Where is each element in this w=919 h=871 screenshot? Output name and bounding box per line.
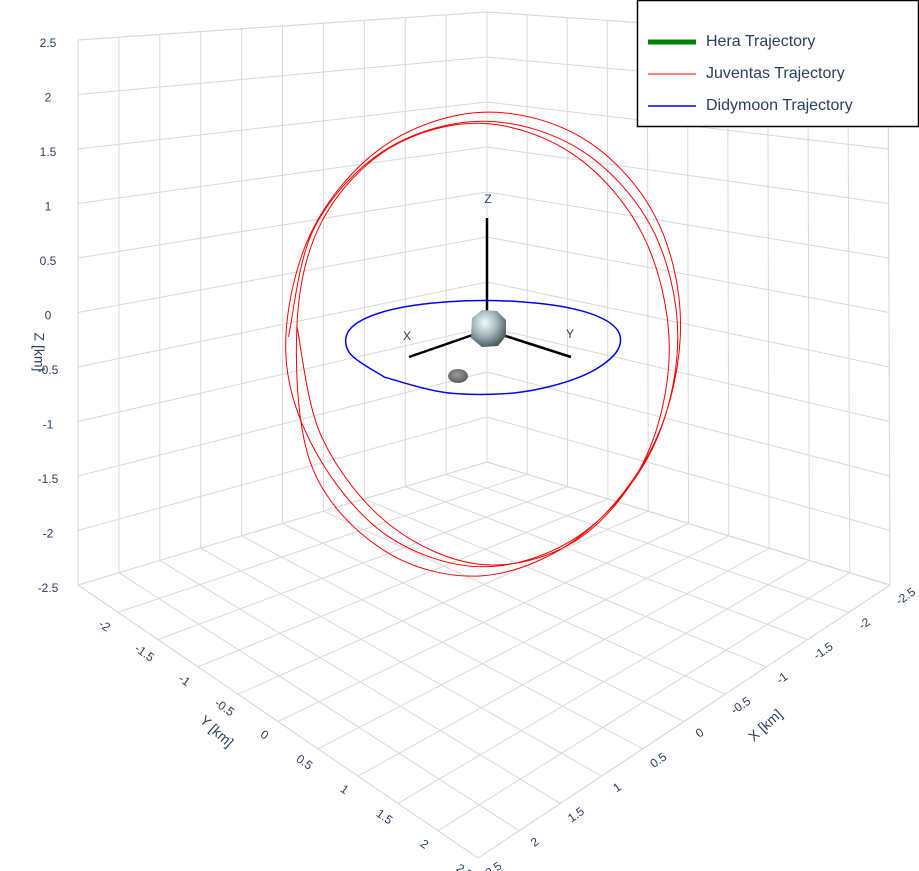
x-tick-label: -1 (774, 669, 791, 687)
grid-line (238, 511, 648, 694)
grid-line (198, 499, 608, 667)
z-tick-label: 1 (45, 200, 52, 214)
legend-label[interactable]: Hera Trajectory (706, 33, 815, 50)
didymos (471, 310, 506, 347)
page: -2.5 -2 -1.5 -1 -0.5 0 0.5 1 1.5 2 2.5 -2 -1.5 -1 -0.5… (0, 0, 919, 871)
z-tick-label: 2.5 (40, 36, 57, 50)
x-tick-label: 0.5 (647, 749, 669, 770)
body-axis-label: Y (566, 327, 574, 341)
y-axis-title: Y [km] (197, 712, 237, 750)
x-tick-label: -2 (856, 615, 873, 633)
body-axis-label: Z (484, 192, 491, 206)
x-tick-label: -2.5 (893, 584, 918, 608)
grid-line (398, 560, 809, 803)
z-tick-label: -2 (43, 527, 54, 541)
z-tick-label: 1.5 (40, 145, 57, 159)
grid-line (118, 474, 527, 612)
body-axis-label: X (403, 329, 411, 343)
z-tick-label: -2.5 (38, 581, 59, 595)
y-tick-label: 1.5 (374, 806, 396, 827)
grid-line (438, 573, 850, 831)
x-axis-title: X [km] (745, 706, 785, 744)
y-tick-label: -2 (96, 617, 113, 635)
body-axes: X Y Z (403, 192, 574, 383)
y-tick-label: 1 (338, 782, 352, 797)
dimorphos (448, 369, 468, 383)
legend-label[interactable]: Juventas Trajectory (706, 65, 845, 82)
x-tick-label: -0.5 (728, 694, 753, 718)
z-tick-label: 0.5 (40, 254, 57, 268)
z-tick-label: 2 (45, 91, 52, 105)
chart: -2.5 -2 -1.5 -1 -0.5 0 0.5 1 1.5 2 2.5 -2 -1.5 -1 -0.5… (0, 0, 919, 871)
z-tick-label: -1.5 (38, 472, 59, 486)
grid-line (478, 585, 890, 858)
x-tick-label: -1.5 (811, 639, 836, 663)
grid-line (278, 524, 689, 722)
y-tick-label: 2.5 (454, 861, 476, 871)
z-tick-label: -1 (43, 418, 54, 432)
x-tick-label: 2 (528, 834, 542, 849)
z-tick-label: 0 (45, 309, 52, 323)
y-tick-label: -1 (176, 671, 193, 689)
x-tick-label: 1.5 (565, 804, 587, 825)
y-tick-label: 2 (418, 836, 432, 851)
grid-line (318, 536, 729, 749)
grid-line (158, 487, 568, 640)
legend-label[interactable]: Didymoon Trajectory (706, 97, 853, 114)
y-tick-label: -1.5 (132, 641, 157, 665)
x-tick-label: 2.5 (483, 859, 505, 871)
y-tick-label: -0.5 (212, 696, 237, 720)
x-tick-label: 1 (610, 780, 624, 795)
z-axis-title: Z [km] (31, 333, 47, 372)
legend: Hera Trajectory Juventas Trajectory Didymo… (638, 1, 919, 127)
tick-labels: -2.5 -2 -1.5 -1 -0.5 0 0.5 1 1.5 2 2.5 -2 -1.5 -1 -0.5… (38, 36, 919, 871)
y-tick-label: 0.5 (294, 752, 316, 773)
x-tick-label: 0 (693, 725, 707, 740)
y-tick-label: 0 (258, 727, 272, 742)
